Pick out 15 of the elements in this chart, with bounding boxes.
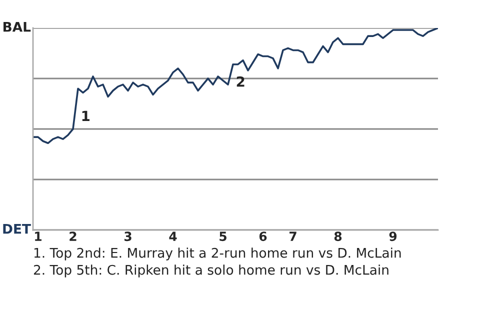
text: DET	[3, 224, 31, 234]
x-tick-label: 7	[289, 232, 296, 241]
text: 2. Top 5th: C. Ripken hit a solo home run vs D. McLain	[34, 264, 388, 278]
x-tick-label: 5	[220, 232, 226, 242]
x-tick-label: 4	[169, 232, 177, 241]
x-tick-label: 2	[70, 232, 76, 241]
annotation: 1	[82, 110, 90, 121]
x-tick-label: 3	[124, 232, 132, 242]
annotation: 2	[236, 76, 244, 87]
text: BAL	[4, 22, 31, 32]
x-tick-label: 9	[389, 232, 397, 242]
x-tick-label: 6	[259, 232, 267, 242]
x-tick-label: 8	[334, 232, 342, 242]
x-tick-label: 1	[35, 232, 42, 241]
text: 1. Top 2nd: E. Murray hit a 2-run home run vs D. McLain	[34, 248, 401, 260]
